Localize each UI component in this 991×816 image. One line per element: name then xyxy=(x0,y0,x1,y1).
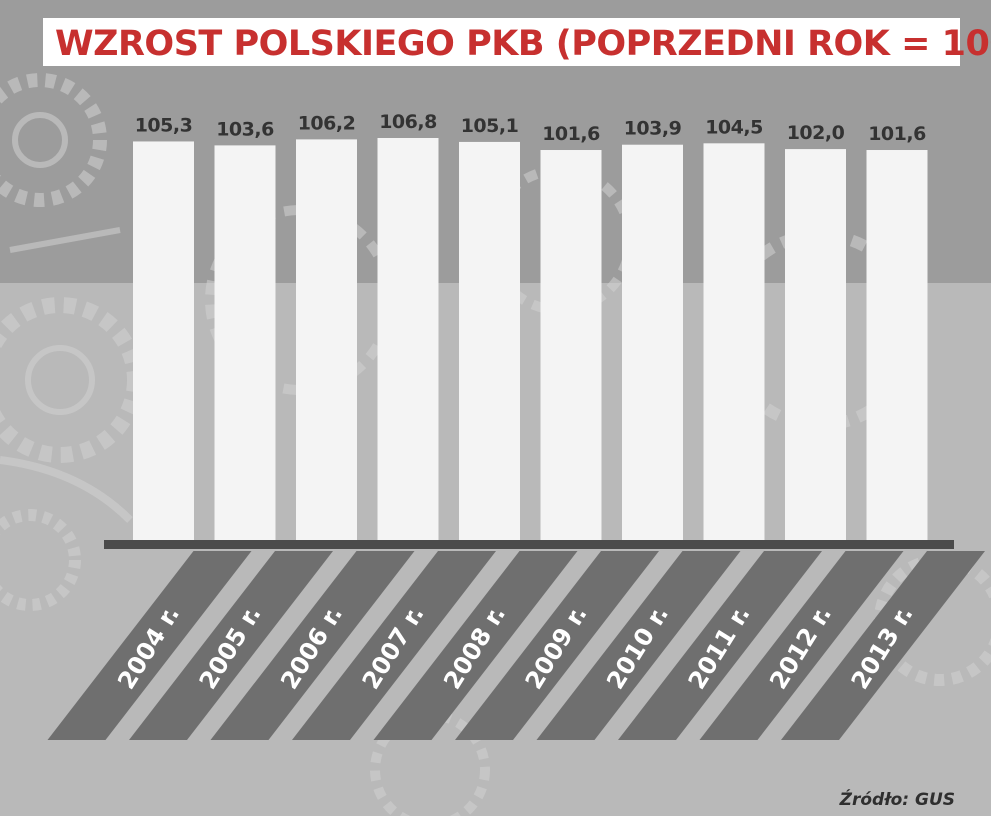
chart-title: WZROST POLSKIEGO PKB (POPRZEDNI ROK = 10… xyxy=(55,24,991,64)
category-band xyxy=(455,551,659,740)
bar xyxy=(785,149,846,540)
value-label: 102,0 xyxy=(787,122,845,144)
value-label: 101,6 xyxy=(542,123,600,145)
value-label: 105,3 xyxy=(135,114,193,136)
source-note: Źródło: GUS xyxy=(839,790,955,810)
category-band xyxy=(47,551,252,740)
bar xyxy=(622,144,683,540)
category-band xyxy=(781,551,985,740)
bar xyxy=(377,138,439,540)
category-band xyxy=(292,551,496,740)
bar xyxy=(703,143,765,541)
bar xyxy=(540,150,602,540)
category-band xyxy=(536,551,741,740)
title-background xyxy=(43,18,960,66)
bar xyxy=(459,141,520,540)
value-label: 103,6 xyxy=(216,118,274,140)
category-band xyxy=(373,551,578,740)
bar xyxy=(133,141,194,540)
value-label: 106,2 xyxy=(298,112,356,134)
bar xyxy=(866,150,928,540)
bar xyxy=(296,139,357,541)
value-label: 106,8 xyxy=(379,111,437,133)
value-label: 101,6 xyxy=(868,123,926,145)
category-band xyxy=(618,551,822,740)
bar xyxy=(214,145,276,540)
value-label: 105,1 xyxy=(461,115,519,137)
category-band xyxy=(699,551,904,740)
value-label: 103,9 xyxy=(624,118,682,140)
x-axis-line xyxy=(104,540,954,549)
value-label: 104,5 xyxy=(705,116,763,138)
category-band xyxy=(210,551,415,740)
category-band xyxy=(129,551,333,740)
